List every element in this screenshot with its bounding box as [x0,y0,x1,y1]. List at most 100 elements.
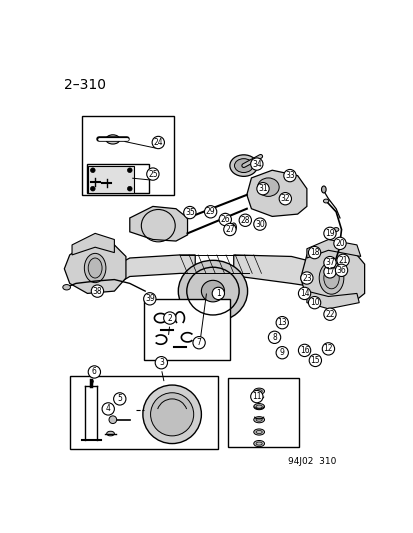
Text: 17: 17 [324,268,334,276]
Circle shape [336,254,349,266]
Ellipse shape [321,186,325,193]
Text: 37: 37 [324,258,334,267]
Ellipse shape [178,260,247,322]
Circle shape [321,343,334,355]
Text: 23: 23 [301,273,311,282]
Circle shape [308,296,320,309]
Text: 31: 31 [258,184,267,193]
Ellipse shape [186,207,193,218]
Bar [69,376,218,449]
Ellipse shape [222,213,228,223]
Circle shape [204,206,216,218]
Text: 15: 15 [310,356,319,365]
Ellipse shape [63,285,70,290]
Bar [86,164,149,193]
Ellipse shape [107,431,114,436]
Circle shape [155,357,167,369]
Circle shape [142,385,201,443]
Circle shape [127,168,132,173]
Circle shape [250,391,262,403]
Text: 5: 5 [117,394,122,403]
Circle shape [91,285,103,297]
Circle shape [152,136,164,149]
Circle shape [90,168,95,173]
Circle shape [192,336,205,349]
Bar [82,116,174,195]
Circle shape [109,416,116,424]
Ellipse shape [88,258,102,278]
Text: 8: 8 [271,333,276,342]
Circle shape [300,272,312,284]
Ellipse shape [323,199,328,203]
Text: 6: 6 [92,367,97,376]
Ellipse shape [332,228,338,231]
Bar [143,299,229,360]
Ellipse shape [318,262,343,294]
Text: 30: 30 [254,220,264,229]
Text: 10: 10 [309,298,318,307]
Ellipse shape [234,159,252,173]
Text: 2–310: 2–310 [64,78,106,92]
Bar [228,378,299,447]
Text: 39: 39 [145,294,154,303]
Circle shape [250,158,262,170]
Text: 35: 35 [185,208,194,217]
Ellipse shape [253,175,282,199]
Ellipse shape [84,253,106,282]
Circle shape [218,213,231,225]
Circle shape [150,393,193,436]
Text: 27: 27 [225,225,234,234]
Ellipse shape [338,256,344,260]
Circle shape [323,308,335,320]
Text: 2: 2 [167,313,172,322]
Circle shape [278,192,291,205]
Circle shape [163,312,176,324]
Text: 26: 26 [220,215,230,224]
Circle shape [323,256,335,269]
Ellipse shape [229,155,257,176]
Circle shape [268,331,280,343]
Circle shape [211,287,224,300]
Circle shape [298,344,310,357]
Circle shape [102,403,114,415]
Circle shape [283,169,295,182]
Ellipse shape [329,259,334,262]
Ellipse shape [334,268,340,273]
Ellipse shape [230,223,236,231]
Circle shape [223,223,235,236]
Ellipse shape [106,135,119,144]
Text: 25: 25 [148,169,157,179]
Polygon shape [64,243,126,294]
Polygon shape [306,239,360,258]
Polygon shape [129,206,187,241]
Text: 21: 21 [337,256,347,265]
Ellipse shape [201,280,224,302]
Text: 19: 19 [324,229,334,238]
Circle shape [323,227,335,239]
Text: 16: 16 [299,346,309,355]
Circle shape [309,354,321,367]
Circle shape [298,287,310,300]
Text: 9: 9 [279,348,284,357]
Circle shape [323,265,335,278]
Text: 33: 33 [285,171,294,180]
Ellipse shape [257,178,278,196]
Text: 3: 3 [159,358,164,367]
Circle shape [275,317,288,329]
Text: 11: 11 [252,392,261,401]
Circle shape [146,168,159,180]
Ellipse shape [336,240,342,245]
Polygon shape [300,247,364,306]
Text: 29: 29 [205,207,215,216]
Text: 12: 12 [323,344,332,353]
Text: 20: 20 [335,239,344,248]
Text: 22: 22 [325,310,334,319]
Text: 7: 7 [196,338,201,347]
Circle shape [113,393,126,405]
Circle shape [90,187,95,191]
Polygon shape [306,291,358,309]
Text: 13: 13 [277,318,286,327]
Polygon shape [118,255,195,284]
Text: 18: 18 [309,248,318,257]
Circle shape [183,206,195,219]
